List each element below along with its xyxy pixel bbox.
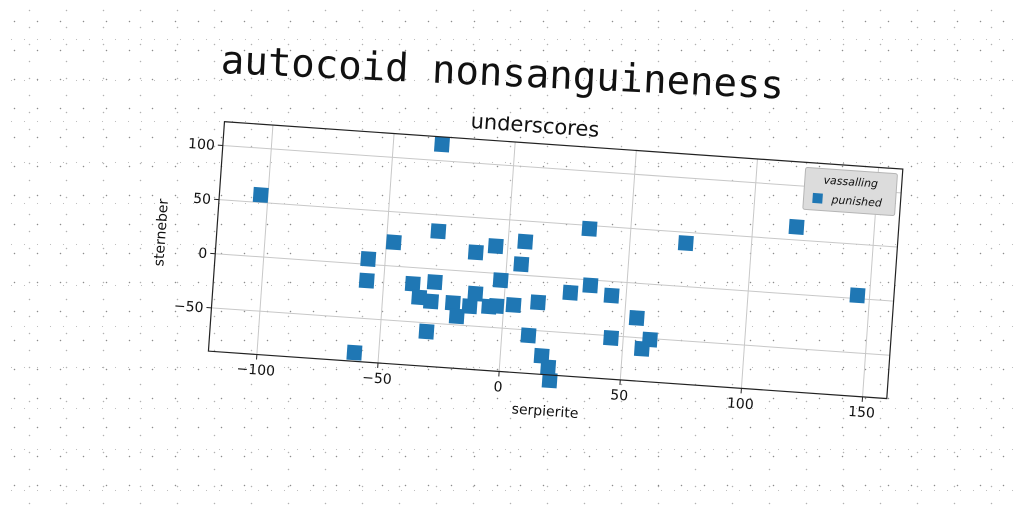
data-point <box>358 272 375 289</box>
scatter-chart: underscores −100 −50 0 50 100 150 −50 0 50 100 se… <box>140 92 909 444</box>
data-point <box>423 293 440 310</box>
data-point <box>385 234 402 251</box>
legend-title: vassalling <box>823 174 878 191</box>
x-tick-label: 50 <box>610 387 629 404</box>
data-point <box>430 223 447 240</box>
data-point <box>581 220 598 237</box>
data-point <box>582 277 599 294</box>
x-tick-label: −50 <box>362 370 393 388</box>
x-gridline <box>498 141 516 372</box>
data-point <box>346 344 363 361</box>
legend: vassalling punished <box>802 166 898 217</box>
y-tick-label: 0 <box>198 246 208 263</box>
y-gridline <box>215 253 894 302</box>
y-tick-label: −50 <box>173 298 204 316</box>
data-point <box>530 294 547 311</box>
data-point <box>404 275 421 292</box>
y-tick-label: 100 <box>188 136 216 154</box>
y-gridline <box>211 307 890 356</box>
data-point <box>487 238 504 255</box>
data-point <box>411 289 428 306</box>
x-gridline <box>619 150 637 380</box>
x-gridline <box>740 158 758 389</box>
x-tick-label: −100 <box>236 361 275 380</box>
data-point <box>677 235 694 252</box>
chart-title: underscores <box>470 109 600 142</box>
data-point <box>562 284 579 301</box>
data-point <box>517 233 534 250</box>
x-axis-label: serpierite <box>511 401 579 422</box>
data-point <box>461 298 478 315</box>
data-point <box>433 136 450 153</box>
y-tick-label: 50 <box>193 191 212 208</box>
data-point <box>849 287 866 304</box>
legend-label-punished: punished <box>830 193 883 210</box>
data-point <box>628 309 645 326</box>
x-tick-label: 0 <box>493 379 503 396</box>
data-point <box>252 186 269 203</box>
data-point <box>540 359 557 376</box>
data-point <box>360 250 377 267</box>
legend-marker-punished <box>812 192 823 204</box>
data-point <box>513 256 530 273</box>
grid <box>211 125 902 397</box>
data-point <box>492 272 509 289</box>
plot-frame <box>207 121 904 400</box>
data-point <box>448 308 465 325</box>
chart-svg: underscores −100 −50 0 50 100 150 −50 0 50 100 se… <box>151 109 904 422</box>
axis-ticks: −100 −50 0 50 100 150 −50 0 50 100 <box>173 136 876 422</box>
data-point <box>426 274 443 291</box>
data-point <box>541 372 558 389</box>
data-point <box>603 287 620 304</box>
data-point <box>603 329 620 346</box>
data-point <box>467 244 484 261</box>
data-point <box>788 218 805 235</box>
data-point <box>505 297 522 314</box>
data-point <box>467 285 484 302</box>
data-points <box>252 136 866 389</box>
data-point <box>444 294 461 311</box>
x-gridline <box>256 125 274 355</box>
data-point <box>633 340 650 357</box>
y-gridline <box>218 199 898 248</box>
x-tick-label: 150 <box>848 404 876 422</box>
data-point <box>488 297 505 315</box>
data-point <box>520 327 537 344</box>
figure-suptitle: autocoid nonsanguineness <box>219 38 785 109</box>
data-point <box>418 323 435 340</box>
legend-box <box>802 166 898 217</box>
y-axis-label: sterneber <box>151 198 172 267</box>
y-gridline <box>222 144 902 194</box>
x-tick-label: 100 <box>726 395 754 413</box>
